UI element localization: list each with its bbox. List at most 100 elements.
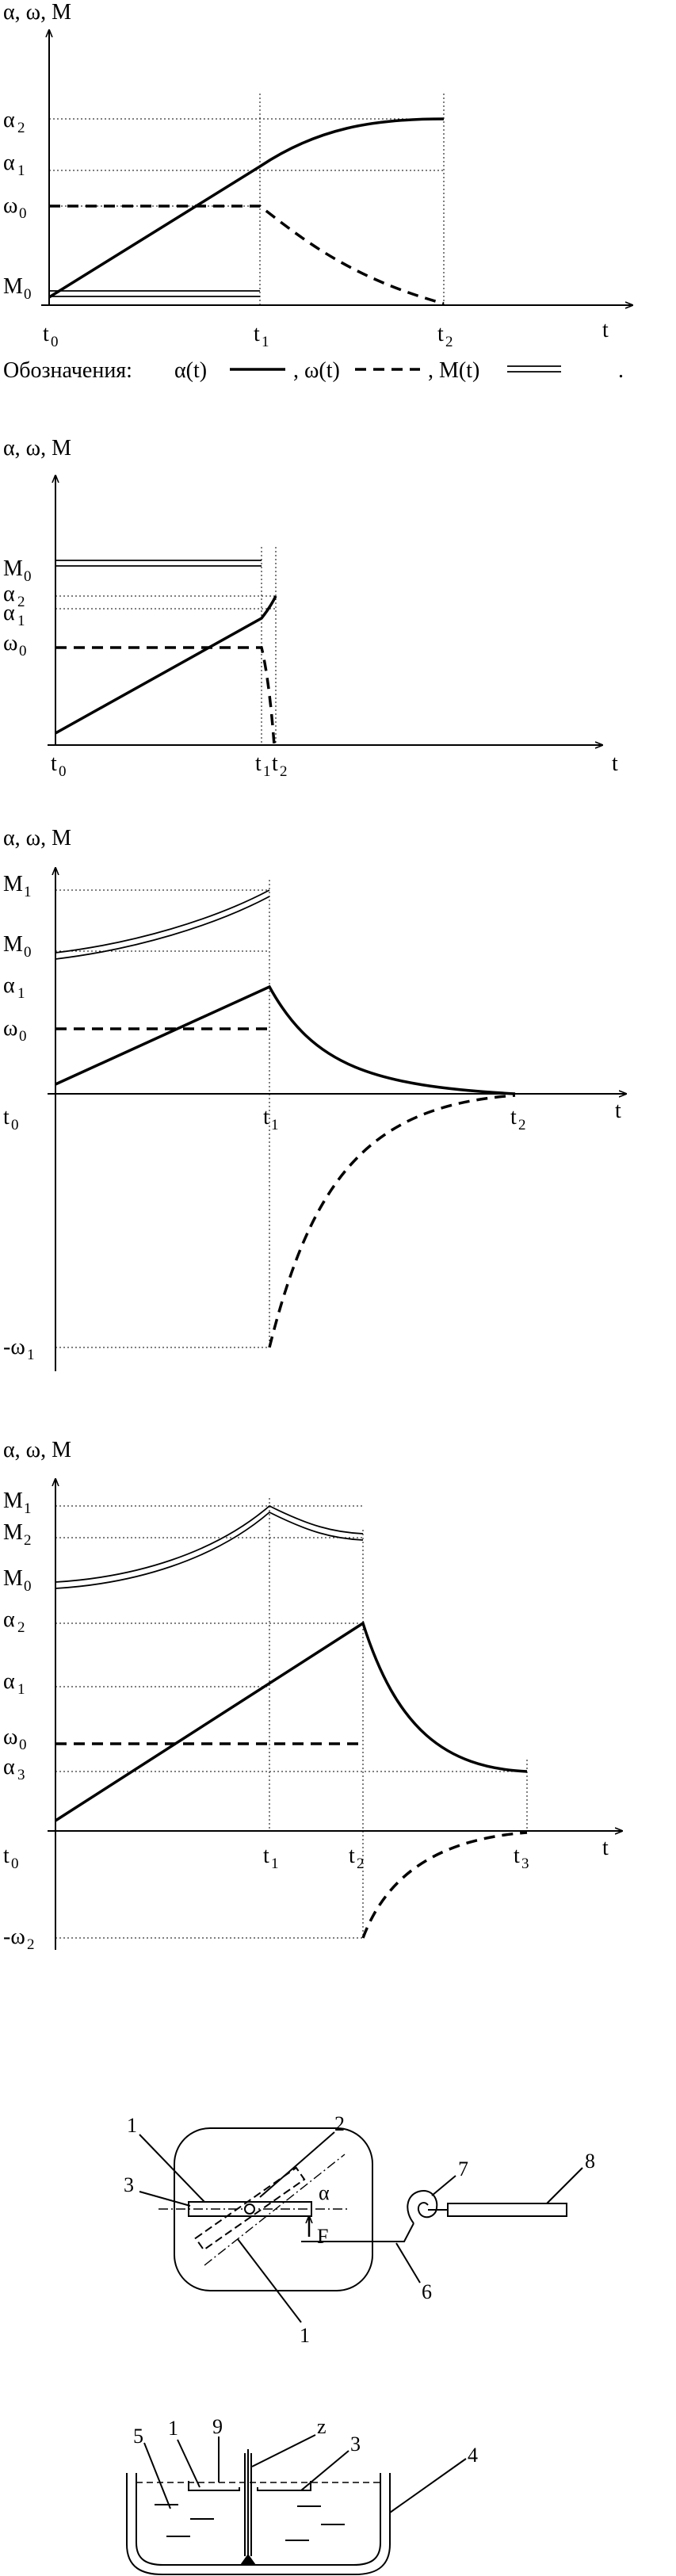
callout-6: 6	[422, 2280, 432, 2303]
panel-4-alpha-curve	[55, 1621, 528, 1822]
svg-text:1: 1	[24, 1500, 32, 1517]
spiral-spring-7	[407, 2190, 438, 2224]
svg-text:t: t	[254, 322, 260, 346]
svg-text:1: 1	[17, 162, 25, 179]
leader-4	[389, 2458, 467, 2513]
legend-alpha-label: α(t)	[174, 358, 207, 383]
panel-2-axis-title: α, ω, M	[3, 436, 71, 461]
callout-1-top: 1	[127, 2114, 137, 2137]
svg-text:2: 2	[280, 763, 288, 780]
leader-1-top	[139, 2134, 205, 2203]
plate-rotated	[194, 2166, 306, 2251]
leader-7	[431, 2175, 456, 2196]
svg-text:0: 0	[11, 1856, 19, 1872]
leader-z	[251, 2434, 316, 2467]
callout-9: 9	[212, 2415, 223, 2438]
svg-text:t: t	[514, 1844, 520, 1868]
svg-text:ω: ω	[3, 631, 17, 655]
panel-3-moment-curve-a	[55, 889, 270, 954]
panel-4-omega-return-curve	[361, 1831, 528, 1939]
svg-text:0: 0	[24, 568, 32, 585]
svg-text:t: t	[3, 1105, 10, 1129]
panel-2-omega-curve	[55, 646, 276, 746]
svg-text:2: 2	[17, 594, 25, 610]
callout-1-side: 1	[168, 2417, 178, 2440]
plate-3-side	[257, 2481, 311, 2491]
leader-3-side	[300, 2450, 349, 2491]
svg-text:2: 2	[357, 1856, 365, 1872]
leader-1-bottom	[237, 2238, 302, 2323]
svg-text:-ω: -ω	[3, 1335, 25, 1359]
svg-text:ω: ω	[3, 193, 17, 218]
panel-4-t-label: t	[602, 1836, 609, 1860]
svg-text:0: 0	[24, 944, 32, 961]
svg-text:α: α	[3, 582, 15, 606]
svg-text:0: 0	[19, 205, 27, 222]
plate-horizontal	[188, 2201, 312, 2217]
callout-5: 5	[133, 2425, 143, 2448]
panel-1-omega-curve	[49, 204, 445, 305]
legend-prefix: Обозначения:	[3, 358, 132, 383]
leader-8	[546, 2167, 583, 2204]
svg-text:3: 3	[521, 1856, 529, 1872]
legend-omega-label: , ω(t)	[293, 358, 340, 383]
panel-1-t-label: t	[602, 318, 609, 342]
panel-1-axis-title: α, ω, M	[3, 0, 71, 25]
vessel-4-inner	[136, 2473, 381, 2566]
svg-text:1: 1	[27, 1347, 35, 1363]
svg-text:2: 2	[27, 1936, 35, 1953]
svg-text:1: 1	[17, 985, 25, 1002]
svg-text:2: 2	[24, 1532, 32, 1549]
panel-2-t-label: t	[612, 751, 618, 776]
callout-4: 4	[468, 2444, 478, 2467]
svg-text:t: t	[272, 751, 278, 776]
panel-1-alpha-curve	[48, 117, 445, 299]
device-axis-tilted	[204, 2154, 346, 2266]
svg-text:2: 2	[518, 1117, 526, 1133]
callout-8: 8	[585, 2150, 595, 2173]
svg-text:t: t	[3, 1844, 10, 1868]
svg-text:0: 0	[24, 1578, 32, 1595]
svg-text:1: 1	[262, 334, 269, 350]
svg-text:t: t	[510, 1105, 517, 1129]
panel-4-axis-title: α, ω, M	[3, 1438, 71, 1462]
callout-3: 3	[124, 2173, 134, 2196]
svg-text:M: M	[3, 1566, 23, 1591]
svg-text:M: M	[3, 1520, 23, 1545]
svg-text:0: 0	[51, 334, 59, 350]
pivot-axis	[244, 2203, 255, 2215]
wire-6	[301, 2222, 414, 2242]
svg-text:α: α	[3, 1607, 15, 1632]
svg-text:M: M	[3, 556, 23, 581]
panel-3-omega-return-curve	[268, 1094, 516, 1348]
device-housing	[174, 2127, 373, 2291]
callout-z: z	[317, 2415, 327, 2438]
svg-text:α: α	[3, 108, 15, 132]
svg-text:3: 3	[17, 1767, 25, 1783]
svg-text:α: α	[3, 601, 15, 625]
svg-text:ω: ω	[3, 1016, 17, 1041]
legend-moment-label: , M(t)	[428, 358, 479, 383]
plate-1-side	[188, 2481, 240, 2491]
svg-text:0: 0	[19, 1028, 27, 1045]
svg-text:α: α	[3, 151, 15, 175]
panel-4-moment-curve-a	[55, 1504, 364, 1583]
